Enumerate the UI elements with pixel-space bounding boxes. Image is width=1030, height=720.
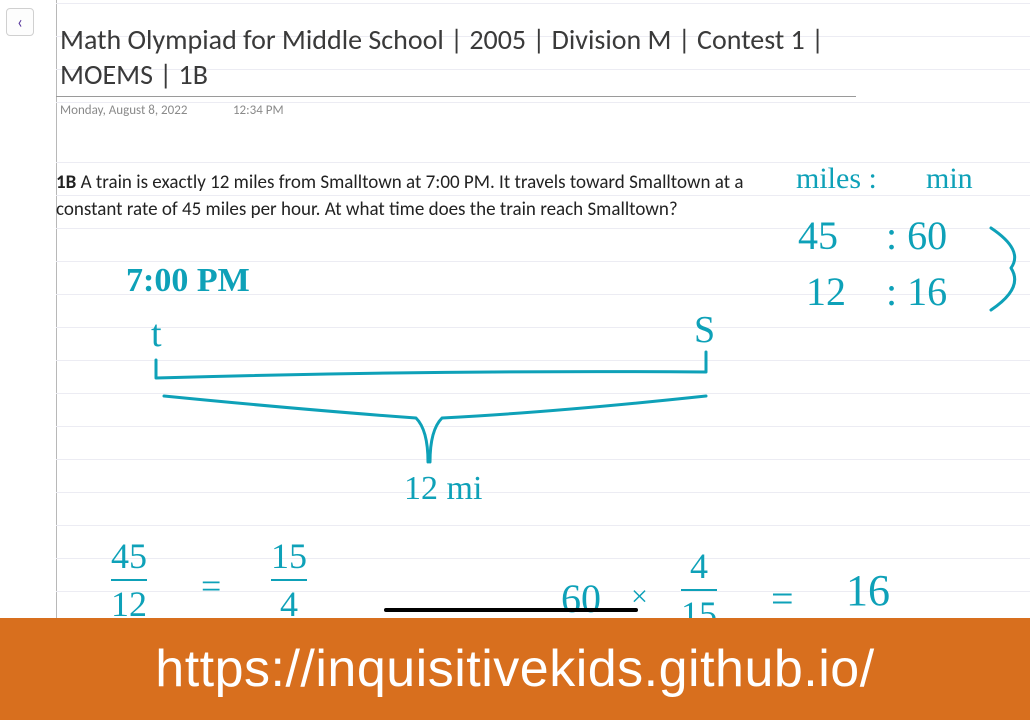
note-page: Math Olympiad for Middle School | 2005 |… [56,0,1030,720]
hand-ratio1a: 45 [798,212,838,259]
hand-ratio-header-min: min [926,162,973,196]
hand-frac2: 154 [271,535,307,625]
hand-result: 16 [846,565,890,616]
hand-distance-label: 12 mi [404,470,482,508]
problem-number: 1B [56,171,76,194]
page-title: Math Olympiad for Middle School | 2005 |… [60,22,860,92]
note-date: Monday, August 8, 2022 [60,103,230,118]
watermark-banner: https://inquisitivekids.github.io/ [0,618,1030,720]
hand-smalltown-letter: S [694,308,715,352]
hand-ratio2a: 12 [806,268,846,315]
hand-times: × [631,580,648,614]
note-time: 12:34 PM [233,103,284,118]
hand-time-label: 7:00 PM [126,262,250,300]
hand-ratio-header-miles: miles : [796,162,877,196]
hand-eq1: = [201,565,221,607]
watermark-url: https://inquisitivekids.github.io/ [155,639,874,699]
back-button[interactable]: ‹ [6,8,34,36]
hand-eq2: = [771,575,794,622]
hand-ratio1b: : 60 [886,212,947,259]
hand-frac1: 4512 [111,535,147,625]
problem-body: A train is exactly 12 miles from Smallto… [56,171,743,221]
hand-train-letter: t [151,312,162,356]
note-meta: Monday, August 8, 2022 12:34 PM [60,103,1030,118]
title-underline [56,96,856,97]
problem-text: 1B A train is exactly 12 miles from Smal… [56,170,756,223]
hand-sixty: 60 [561,575,601,622]
hand-ratio2b: : 16 [886,268,947,315]
chevron-left-icon: ‹ [17,11,23,33]
